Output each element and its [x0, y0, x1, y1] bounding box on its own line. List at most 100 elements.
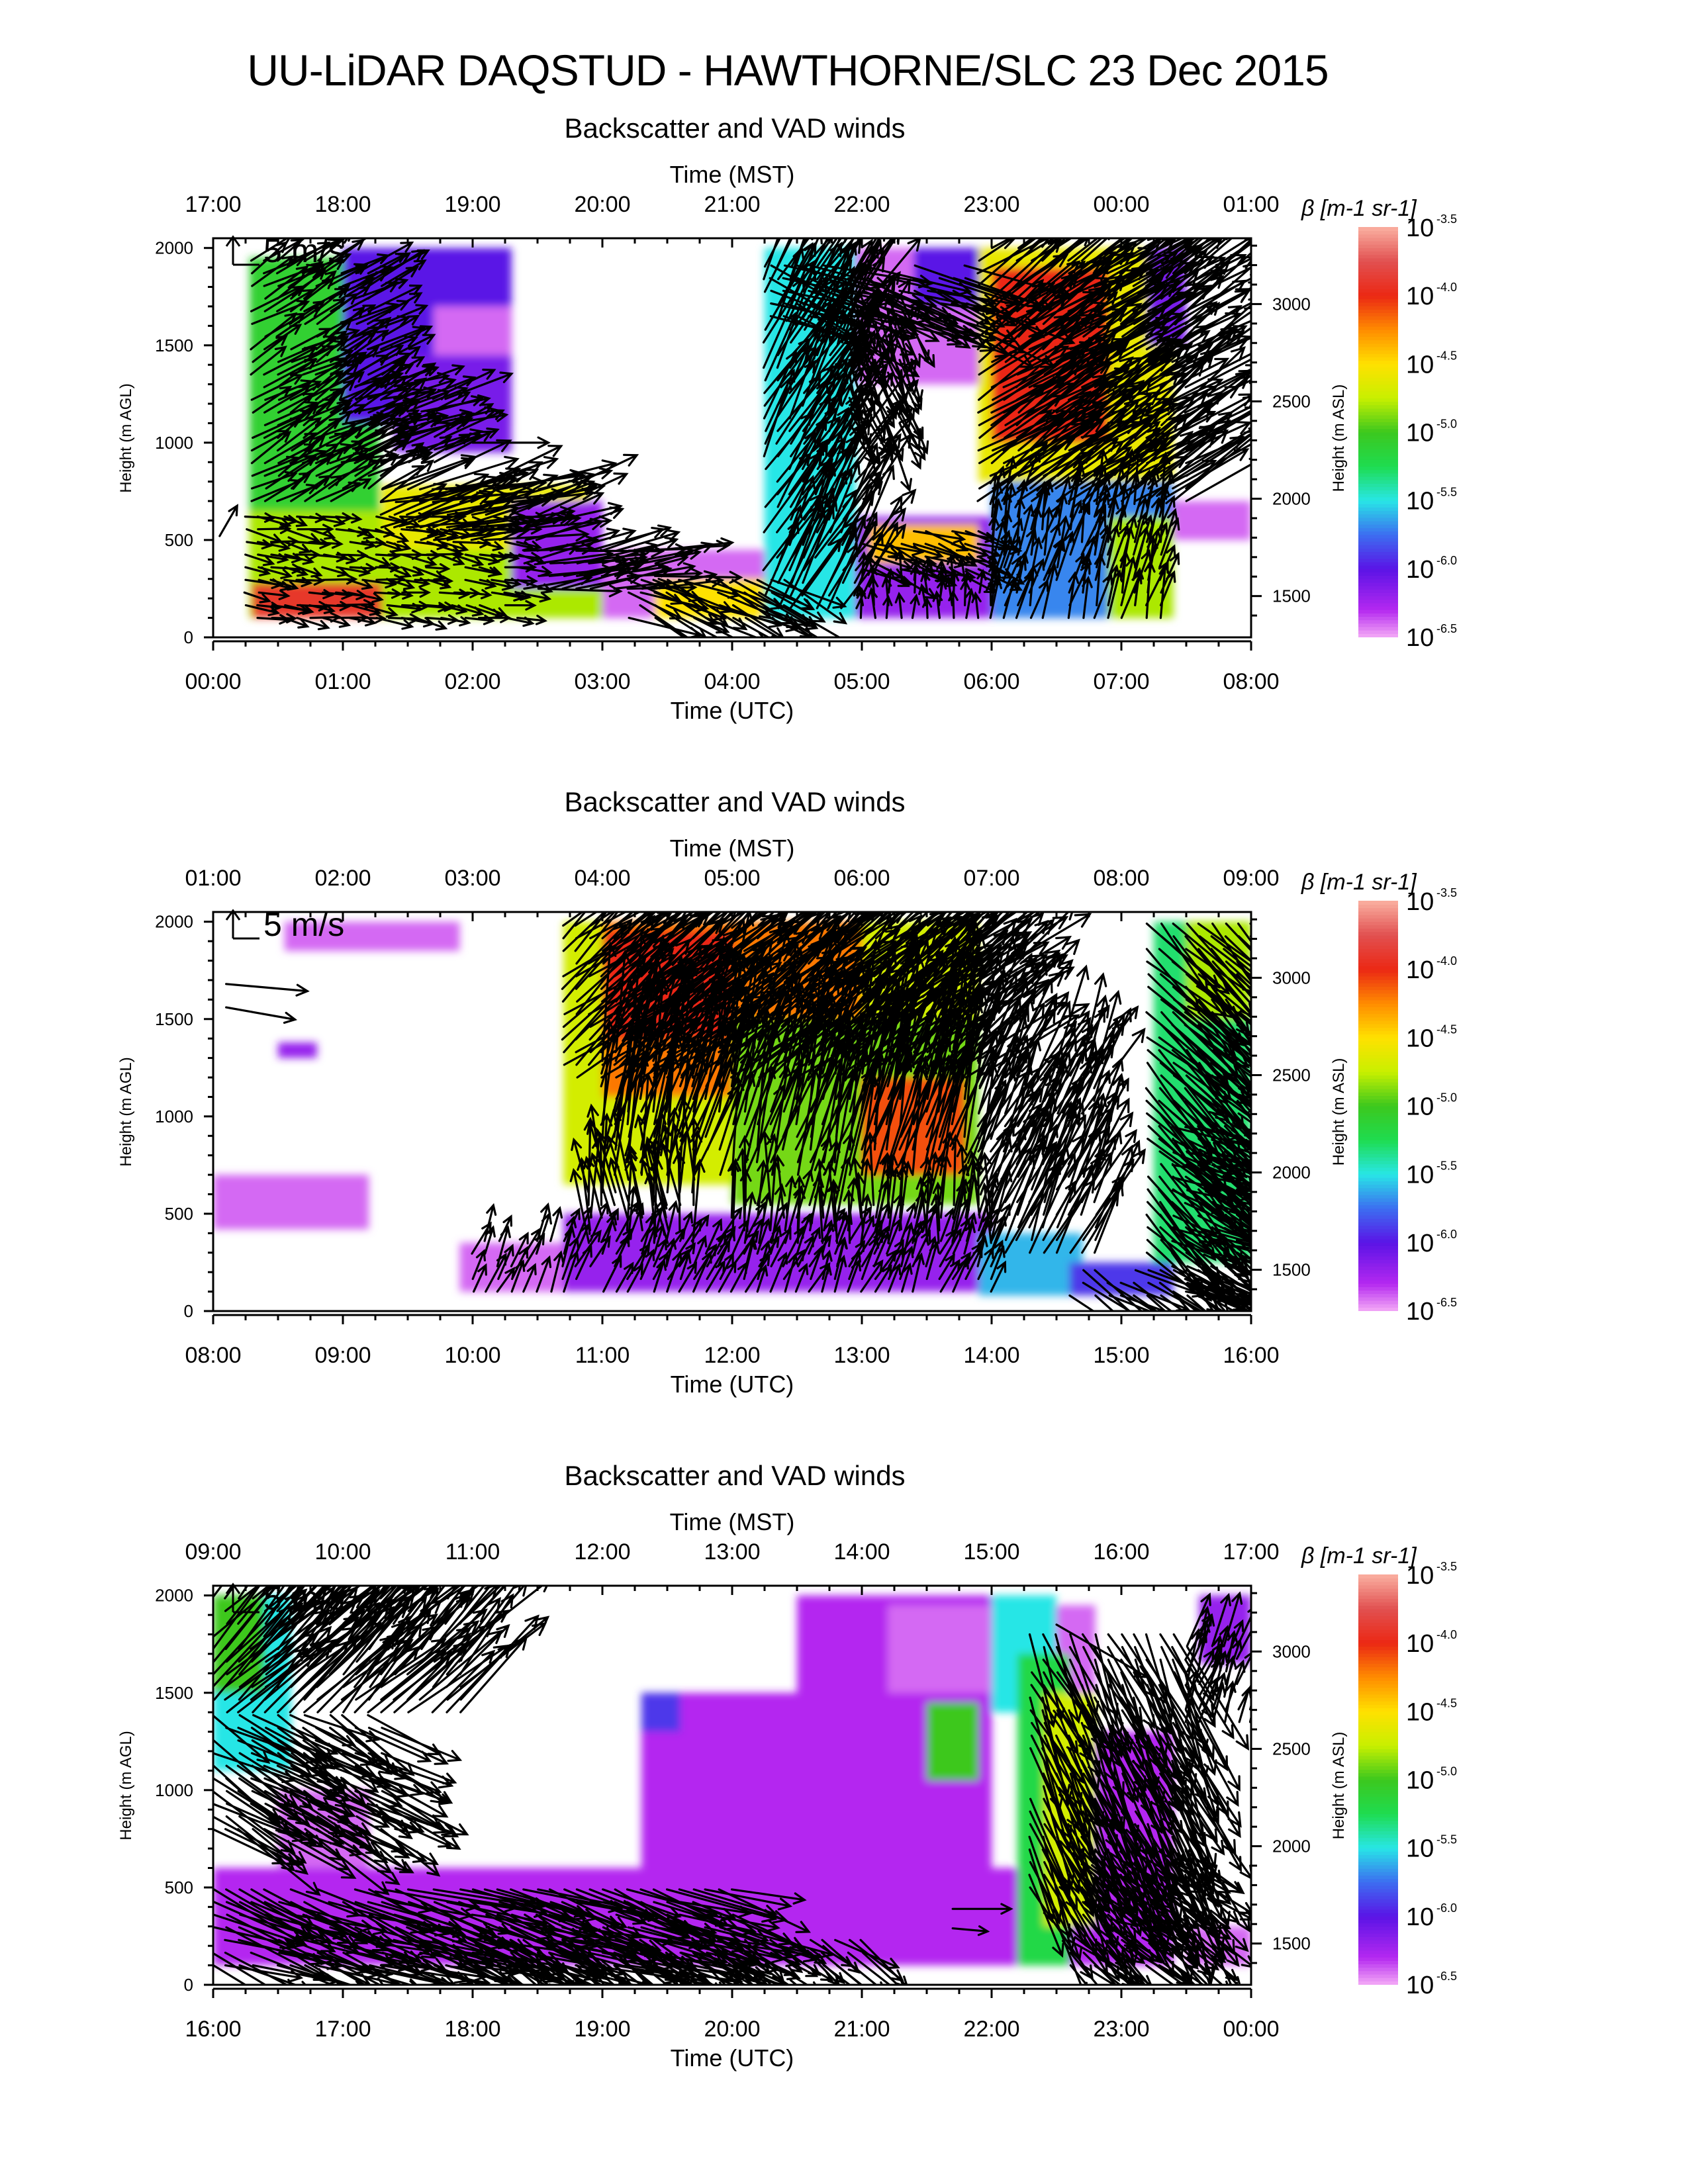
top-tick-label: 05:00 [704, 866, 760, 891]
top-tick-label: 08:00 [1093, 866, 1149, 891]
wind-arrow [927, 912, 949, 927]
wind-arrow [864, 1131, 877, 1206]
wind-arrow [913, 912, 947, 952]
wind-arrow [575, 1222, 591, 1255]
colorbar-segment [1358, 1680, 1398, 1685]
colorbar-segment [1358, 561, 1398, 566]
colorbar-base: 10 [1406, 1903, 1434, 1931]
wind-arrow [329, 1586, 352, 1612]
wind-arrow [459, 1586, 492, 1625]
colorbar-segment [1358, 1895, 1398, 1900]
wind-arrow [1248, 1713, 1251, 1723]
colorbar-segment [1358, 435, 1398, 439]
colorbar-segment [1358, 455, 1398, 460]
top-tick-label: 17:00 [185, 192, 241, 217]
colorbar-segment [1358, 996, 1398, 1001]
y-tick-label: 1000 [155, 433, 193, 453]
wind-arrow [976, 569, 987, 594]
wind-arrow [951, 1925, 990, 1936]
wind-arrow [640, 912, 667, 927]
right-tick-label: 2000 [1272, 1163, 1311, 1183]
colorbar-segment [1358, 1132, 1398, 1137]
colorbar-base: 10 [1406, 1698, 1434, 1726]
wind-arrow [1055, 475, 1071, 518]
colorbar-segment [1358, 1040, 1398, 1045]
y-tick-label: 1000 [155, 1107, 193, 1126]
wind-arrow [1224, 1291, 1251, 1298]
wind-arrow [884, 568, 896, 594]
colorbar-segment [1358, 934, 1398, 939]
wind-arrow [354, 1764, 449, 1818]
chart-title: Backscatter and VAD winds [564, 1460, 905, 1491]
wind-arrow [1250, 1189, 1251, 1191]
wind-arrow [381, 1802, 461, 1850]
wind-arrow [1197, 973, 1251, 1019]
wind-arrow [808, 912, 857, 965]
x-tick-label: 16:00 [185, 2017, 241, 2042]
wind-arrow [848, 371, 863, 424]
wind-arrow [483, 1203, 497, 1242]
wind-arrow [1225, 985, 1251, 1015]
wind-arrow [678, 1242, 696, 1267]
wind-arrow [213, 1964, 248, 1985]
wind-arrow [303, 1815, 393, 1874]
wind-arrow [367, 1586, 401, 1625]
colorbar-segment [1358, 938, 1398, 942]
colorbar-segment [1358, 1602, 1398, 1606]
wind-arrow [628, 912, 683, 965]
wind-arrow [381, 249, 430, 275]
wind-arrow [440, 541, 469, 553]
wind-arrow [1237, 1265, 1251, 1275]
wind-arrow [1252, 1050, 1316, 1144]
wind-arrow [971, 591, 982, 619]
wind-arrow [861, 1951, 904, 1985]
x-tick-label: 09:00 [314, 1343, 371, 1368]
colorbar-segment [1358, 578, 1398, 583]
colorbar-segment [1358, 1160, 1398, 1165]
wind-arrow [1004, 993, 1058, 1089]
wind-arrow [704, 617, 765, 637]
wind-arrow [497, 1244, 514, 1281]
wind-arrow [425, 563, 451, 574]
wind-arrow [335, 513, 363, 523]
wind-arrow [1028, 996, 1056, 1064]
wind-arrow [1093, 1018, 1121, 1102]
wind-arrow [1029, 1000, 1071, 1089]
wind-arrow [550, 1250, 565, 1293]
wind-arrow [887, 912, 939, 952]
colorbar-segment [1358, 254, 1398, 259]
wind-arrow [536, 1255, 552, 1293]
wind-arrow [1211, 1201, 1251, 1230]
colorbar-segment [1358, 1827, 1398, 1831]
wind-arrow [1003, 960, 1048, 1064]
colorbar-exponent: -6.0 [1436, 1228, 1457, 1241]
wind-arrow [1096, 447, 1108, 506]
wind-arrow [355, 1586, 375, 1600]
colorbar-segment [1358, 1786, 1398, 1790]
wind-arrow [1043, 1037, 1077, 1102]
wind-arrow [964, 912, 991, 940]
colorbar-segment [1358, 948, 1398, 953]
colorbar-segment [1358, 1109, 1398, 1113]
wind-arrow [1160, 1951, 1196, 1985]
wind-arrow [1067, 238, 1100, 262]
colorbar-segment [1358, 240, 1398, 245]
top-tick-label: 23:00 [963, 192, 1019, 217]
colorbar-segment [1358, 428, 1398, 433]
wind-arrow [964, 934, 980, 1050]
wind-arrow [562, 912, 586, 940]
colorbar-segment [1358, 1837, 1398, 1842]
wind-arrow [639, 1248, 655, 1281]
wind-arrow [639, 974, 655, 1087]
wind-arrow [1223, 1062, 1251, 1092]
wind-arrow [252, 334, 289, 363]
wind-arrow [784, 617, 820, 637]
wind-arrow [375, 550, 401, 561]
wind-arrow [224, 1586, 260, 1612]
colorbar-segment [1358, 377, 1398, 382]
y-axis-label: Height (m AGL) [117, 1731, 135, 1840]
colorbar-segment [1358, 1129, 1398, 1134]
wind-arrow [855, 584, 866, 607]
x-tick-label: 17:00 [314, 2017, 371, 2042]
wind-arrow [809, 912, 870, 952]
